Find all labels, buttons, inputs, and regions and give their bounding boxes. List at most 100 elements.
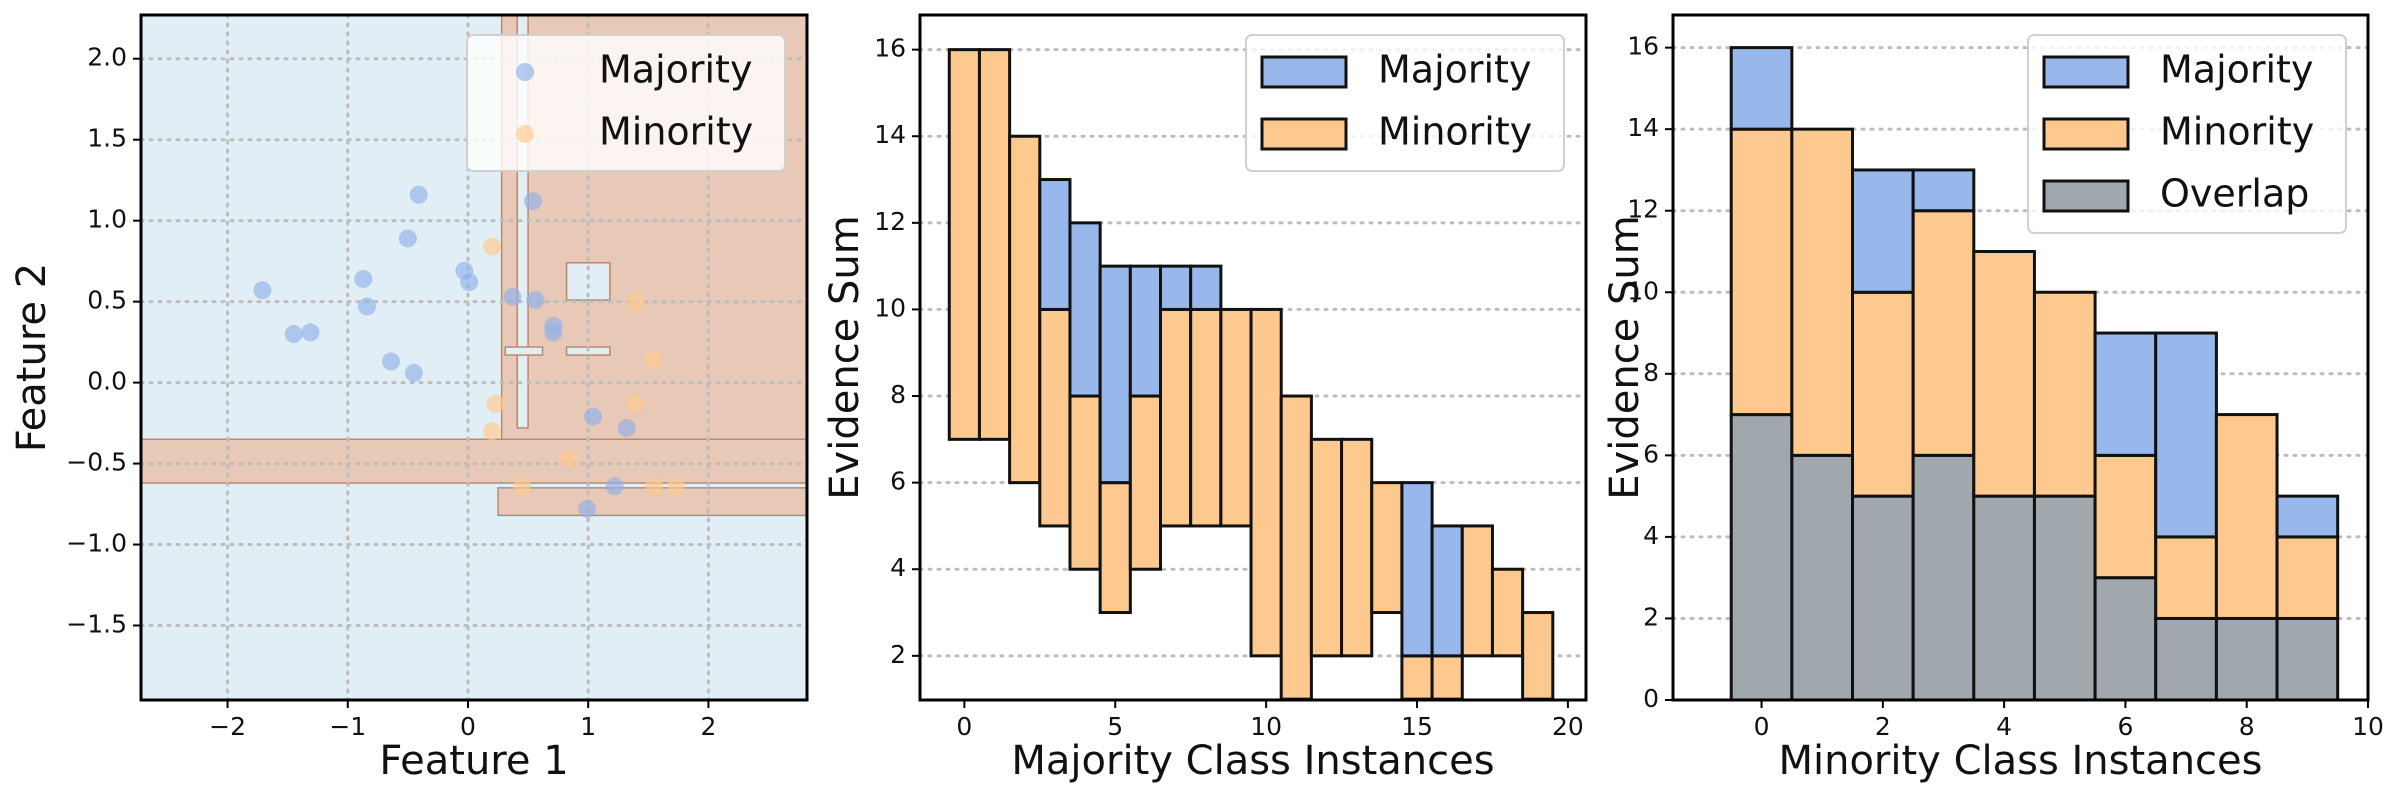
bar bbox=[1460, 524, 1494, 658]
point bbox=[626, 394, 645, 413]
bar bbox=[1219, 307, 1253, 528]
y-tick-label: 8 bbox=[890, 380, 906, 409]
y-tick-label: 16 bbox=[874, 34, 906, 63]
y-tick-label: 16 bbox=[1627, 32, 1659, 61]
legend-marker bbox=[2042, 55, 2130, 89]
point bbox=[284, 325, 303, 344]
legend: Majority Minority Overlap bbox=[2027, 34, 2347, 234]
bar bbox=[2275, 616, 2340, 700]
legend-marker bbox=[1260, 55, 1348, 89]
point bbox=[460, 273, 479, 292]
bar bbox=[1189, 307, 1223, 528]
legend: Majority Minority bbox=[1245, 34, 1565, 172]
bar bbox=[2154, 331, 2218, 539]
x-tick-label: 10 bbox=[1250, 712, 1282, 741]
legend-label: Majority bbox=[1378, 48, 1531, 92]
bar bbox=[1128, 394, 1163, 571]
bar bbox=[1400, 654, 1434, 700]
y-tick-label: 6 bbox=[1643, 439, 1659, 468]
bar bbox=[1911, 453, 1976, 700]
legend-label: Overlap bbox=[2160, 172, 2309, 216]
y-tick-label: 2 bbox=[890, 640, 906, 669]
bar bbox=[977, 48, 1012, 441]
y-tick-label: 1.5 bbox=[87, 124, 127, 153]
bar bbox=[1098, 481, 1132, 615]
bar bbox=[1159, 307, 1193, 528]
y-tick-label: 6 bbox=[890, 467, 906, 496]
bar bbox=[1400, 481, 1434, 658]
bar bbox=[1851, 494, 1915, 700]
legend-marker bbox=[2042, 179, 2130, 213]
x-tick-label: 20 bbox=[1552, 712, 1584, 741]
y-tick-label: −0.5 bbox=[66, 448, 127, 477]
point bbox=[409, 185, 428, 204]
bar bbox=[1430, 654, 1464, 700]
bar bbox=[1972, 494, 2036, 700]
y-tick-label: 0.0 bbox=[87, 367, 127, 396]
bar bbox=[1038, 307, 1072, 528]
legend-label: Majority bbox=[2160, 48, 2313, 92]
point bbox=[526, 291, 545, 310]
x-tick-label: −2 bbox=[209, 712, 246, 741]
bar bbox=[1729, 46, 1794, 131]
bar bbox=[1790, 127, 1855, 457]
x-axis-label: Feature 1 bbox=[379, 738, 568, 784]
legend-box bbox=[466, 34, 786, 172]
x-tick-label: 0 bbox=[460, 712, 476, 741]
y-tick-label: 12 bbox=[874, 207, 906, 236]
bar bbox=[1370, 481, 1404, 615]
x-tick-label: 1 bbox=[580, 712, 596, 741]
plot-area bbox=[920, 48, 1586, 700]
region-minority bbox=[497, 487, 807, 517]
point bbox=[483, 237, 502, 256]
point bbox=[644, 349, 663, 368]
subplot: −1.5 −1.0 −0.5 0.0 0.5 1.0 1.5 2.0 −2 −1 0 1 2 Featur… bbox=[9, 13, 809, 784]
bar bbox=[2154, 535, 2218, 620]
legend-label: Minority bbox=[599, 110, 753, 154]
axes-frame bbox=[1671, 13, 2370, 702]
y-tick-label: 4 bbox=[890, 553, 906, 582]
bar bbox=[1068, 221, 1102, 398]
y-tick-label: −1.5 bbox=[66, 610, 127, 639]
legend-marker bbox=[1260, 117, 1348, 151]
legend-label: Minority bbox=[2160, 110, 2314, 154]
bar bbox=[1189, 264, 1223, 311]
bar bbox=[1490, 567, 1525, 658]
bar bbox=[1309, 437, 1344, 658]
bar bbox=[1249, 307, 1283, 658]
y-tick-label: 14 bbox=[1627, 113, 1659, 142]
point bbox=[584, 407, 603, 426]
bar bbox=[1279, 394, 1313, 700]
bar bbox=[2214, 616, 2279, 700]
point bbox=[354, 269, 373, 288]
bar bbox=[1911, 209, 1976, 457]
bar bbox=[1430, 524, 1464, 658]
point bbox=[666, 477, 685, 496]
legend-label: Minority bbox=[1378, 110, 1532, 154]
bar bbox=[2214, 413, 2279, 620]
bar bbox=[2032, 290, 2097, 498]
plot-area bbox=[1673, 46, 2368, 700]
bar bbox=[1851, 168, 1915, 294]
region-majority bbox=[504, 346, 544, 356]
x-tick-label: 0 bbox=[956, 712, 972, 741]
point bbox=[559, 449, 578, 468]
bar bbox=[1340, 437, 1374, 658]
bar bbox=[2275, 494, 2340, 539]
point bbox=[382, 352, 401, 371]
y-tick-label: 0.5 bbox=[87, 286, 127, 315]
legend-marker bbox=[2042, 117, 2130, 151]
point bbox=[486, 394, 505, 413]
x-axis-label: Minority Class Instances bbox=[1778, 738, 2262, 784]
bar bbox=[1729, 413, 1794, 700]
x-tick-label: 8 bbox=[2239, 712, 2255, 741]
bar bbox=[947, 48, 981, 441]
legend-marker bbox=[516, 125, 534, 143]
bar bbox=[2093, 576, 2158, 700]
y-tick-label: 4 bbox=[1643, 521, 1659, 550]
point bbox=[503, 287, 522, 306]
bar bbox=[1159, 264, 1193, 311]
x-tick-label: 2 bbox=[1875, 712, 1891, 741]
legend: Majority Minority bbox=[466, 34, 786, 172]
bar bbox=[1521, 611, 1555, 700]
